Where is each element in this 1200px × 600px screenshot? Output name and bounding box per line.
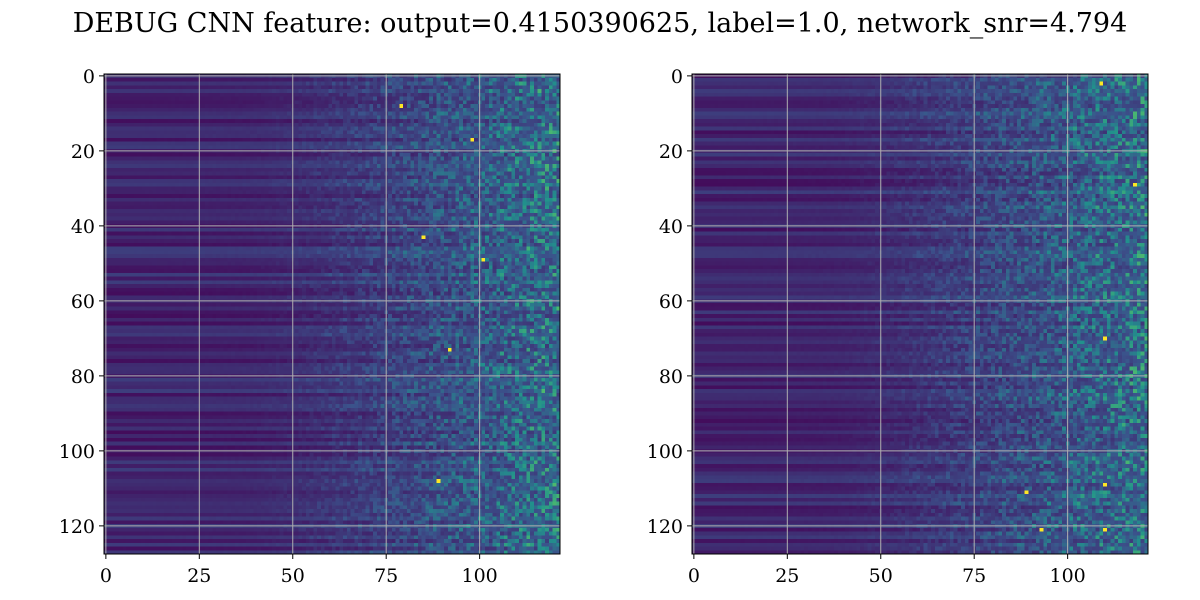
panel-left: 0 25 50 75 100 0 20 40 60 80 100 120	[59, 66, 561, 587]
axes-frame	[103, 73, 561, 555]
y-tick-label: 20	[659, 141, 683, 163]
x-tick-label: 25	[187, 565, 211, 587]
panel-right: 0 25 50 75 100 0 20 40 60 80 100 120	[647, 66, 1149, 587]
y-tick-label: 20	[71, 141, 95, 163]
y-tick-label: 0	[671, 66, 683, 88]
x-tick-label: 75	[962, 565, 986, 587]
figure-title: DEBUG CNN feature: output=0.4150390625, …	[72, 8, 1128, 39]
x-tick-label: 0	[100, 565, 112, 587]
y-tick-label: 0	[83, 66, 95, 88]
y-tick-label: 80	[71, 366, 95, 388]
x-tick-label: 50	[281, 565, 305, 587]
heatmap-image	[692, 74, 1148, 554]
y-tick-label: 100	[59, 441, 95, 463]
y-tick-label: 60	[71, 291, 95, 313]
y-tick-label: 120	[59, 516, 95, 538]
x-tick-label: 0	[688, 565, 700, 587]
x-tick-label: 25	[775, 565, 799, 587]
y-tick-label: 120	[647, 516, 683, 538]
y-tick-label: 100	[647, 441, 683, 463]
y-tick-label: 80	[659, 366, 683, 388]
heatmap-image	[104, 74, 560, 554]
y-tick-label: 60	[659, 291, 683, 313]
x-tick-label: 100	[1050, 565, 1086, 587]
y-tick-label: 40	[659, 216, 683, 238]
y-tick-label: 40	[71, 216, 95, 238]
x-tick-label: 100	[462, 565, 498, 587]
axes-frame	[691, 73, 1149, 555]
x-tick-label: 75	[374, 565, 398, 587]
x-tick-label: 50	[869, 565, 893, 587]
